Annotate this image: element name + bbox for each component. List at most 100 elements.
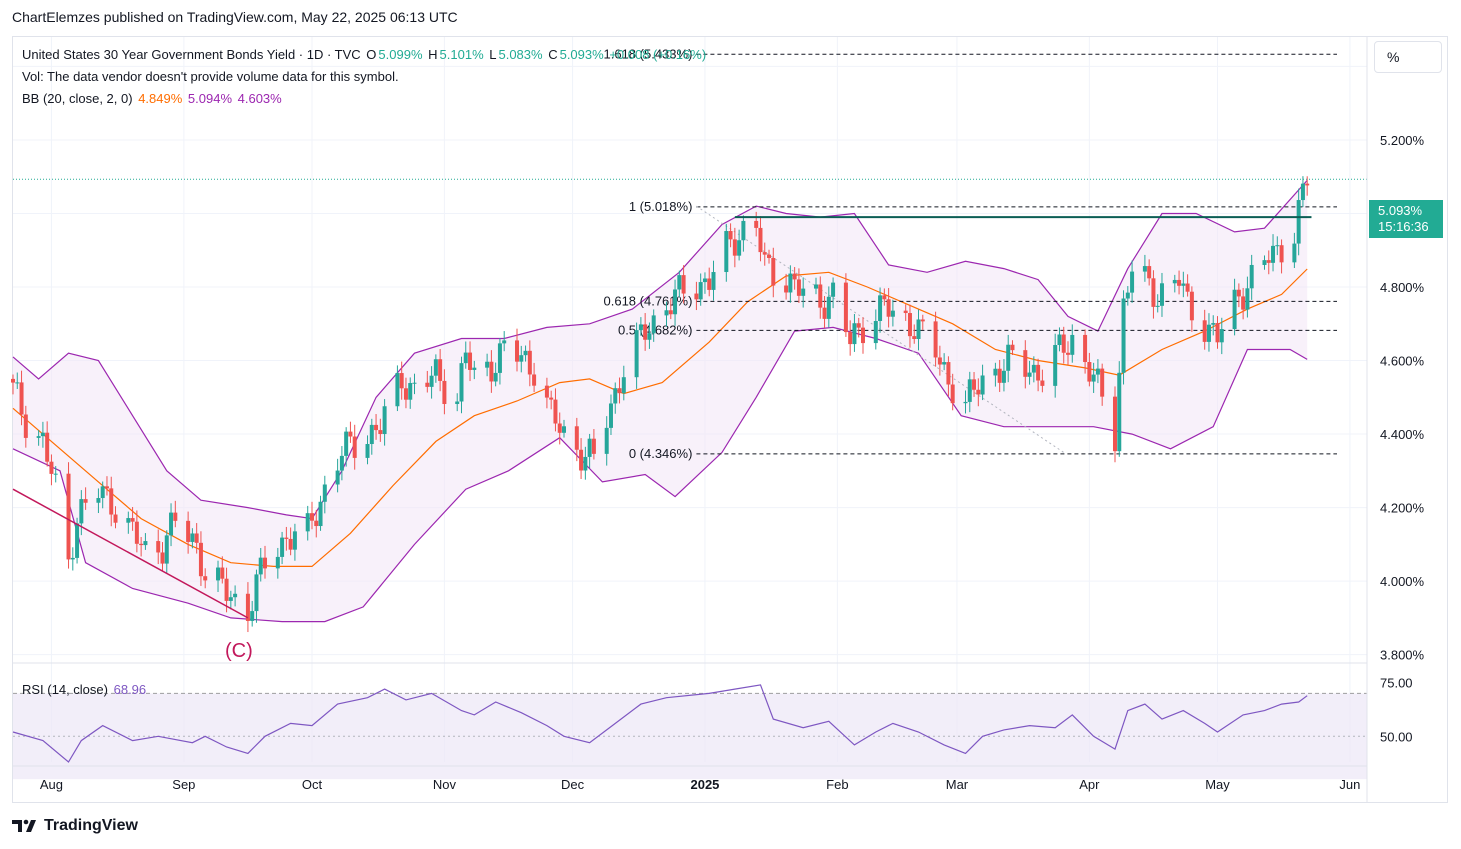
candle-body: [527, 350, 532, 375]
candle-body: [1177, 279, 1182, 286]
candle-body: [455, 401, 460, 405]
candle-body: [53, 473, 58, 475]
candle-body: [549, 397, 554, 400]
candle-body: [950, 384, 955, 404]
bb-legend[interactable]: BB (20, close, 2, 0) 4.849% 5.094% 4.603…: [22, 91, 284, 106]
high-label: H: [428, 47, 438, 62]
candle-body: [96, 498, 101, 503]
candle-body: [668, 310, 673, 315]
candle-body: [284, 537, 289, 539]
wave-c-label: (C): [225, 640, 253, 662]
candle-body: [1279, 245, 1284, 263]
candle-body: [1027, 372, 1032, 377]
candle-body: [762, 252, 767, 255]
candle-body: [258, 557, 263, 575]
candle-body: [1275, 245, 1280, 247]
candle-body: [335, 470, 340, 485]
candle-body: [1305, 183, 1310, 186]
candle-body: [814, 284, 819, 289]
candle-body: [497, 343, 502, 373]
candle-body: [220, 567, 225, 579]
candle-body: [190, 533, 195, 542]
candle-body: [946, 362, 951, 385]
rsi-pane[interactable]: 75.00 50.00: [12, 676, 1413, 780]
time-tick-label: Dec: [561, 777, 585, 792]
candle-body: [1211, 323, 1216, 325]
candle-body: [878, 295, 883, 321]
candle-body: [1053, 345, 1058, 386]
bb-lower-line: [12, 326, 1308, 623]
rsi-tick-label: 50.00: [1380, 729, 1413, 744]
publisher-line: ChartElemzes published on TradingView.co…: [12, 9, 458, 25]
candle-body: [468, 352, 473, 370]
candle-body: [425, 382, 430, 387]
percent-scale-button[interactable]: %: [1374, 41, 1442, 73]
candle-body: [403, 388, 408, 400]
low-value: 5.083%: [498, 47, 543, 62]
candle-body: [843, 282, 848, 333]
candle-body: [369, 424, 374, 445]
time-tick-label: Feb: [826, 777, 848, 792]
candle-body: [1292, 243, 1297, 263]
rsi-legend[interactable]: RSI (14, close) 68.96: [22, 682, 148, 697]
candle-body: [937, 357, 942, 365]
candle-body: [228, 597, 233, 601]
candle-body: [314, 520, 319, 527]
candle-body: [156, 541, 161, 553]
candle-body: [1206, 324, 1211, 342]
candle-body: [561, 426, 566, 433]
candle-body: [1010, 344, 1015, 351]
symbol-legend[interactable]: United States 30 Year Government Bonds Y…: [22, 47, 708, 62]
price-axis[interactable]: 5.400%5.200%5.000%4.800%4.600%4.400%4.20…: [1380, 59, 1425, 662]
symbol-title: United States 30 Year Government Bonds Y…: [22, 47, 361, 62]
candle-body: [758, 227, 763, 253]
candle-body: [1121, 298, 1126, 373]
time-tick-label: Mar: [946, 777, 969, 792]
candle-body: [1001, 370, 1006, 383]
candle-body: [591, 438, 596, 454]
candle-body: [1262, 260, 1267, 265]
candle-body: [1215, 323, 1220, 343]
candle-body: [608, 403, 613, 428]
candle-body: [275, 556, 280, 569]
candle-body: [160, 552, 165, 564]
volume-note: Vol: The data vendor doesn't provide vol…: [22, 69, 399, 84]
support-trendline: [12, 488, 249, 619]
tradingview-logo[interactable]: TradingView: [12, 817, 138, 835]
candle-body: [245, 593, 250, 621]
candle-body: [698, 282, 703, 300]
candle-body: [408, 383, 413, 400]
candle-body: [502, 340, 507, 344]
candle-body: [1202, 320, 1207, 342]
candle-body: [664, 310, 669, 316]
bb-basis-value: 4.849%: [138, 91, 183, 106]
candle-body: [1057, 334, 1062, 346]
candle-body: [643, 324, 648, 340]
candle-body: [519, 355, 524, 362]
drawings: [12, 178, 1367, 619]
time-tick-label: 2025: [690, 777, 719, 792]
candle-body: [224, 578, 229, 601]
candle-body: [788, 273, 793, 293]
candle-body: [75, 523, 80, 558]
candle-body: [1036, 364, 1041, 381]
candle-body: [907, 313, 912, 337]
fib-level-label: 1.618 (5.433%): [604, 46, 693, 61]
time-axis[interactable]: Aug Sep Oct Nov Dec 2025 Feb Mar Apr May Jun: [40, 777, 1361, 792]
candle-body: [66, 473, 71, 560]
candle-body: [673, 289, 678, 315]
candle-body: [322, 484, 327, 502]
open-label: O: [366, 47, 377, 62]
candle-body: [348, 431, 353, 437]
candle-body: [1091, 374, 1096, 382]
candle-body: [40, 432, 45, 437]
candle-body: [1189, 291, 1194, 321]
candle-body: [250, 611, 255, 621]
candle-body: [579, 449, 584, 471]
candle-body: [164, 535, 169, 564]
candle-body: [694, 293, 699, 300]
candle-body: [352, 436, 357, 458]
candle-body: [784, 285, 789, 293]
candle-body: [49, 461, 54, 474]
